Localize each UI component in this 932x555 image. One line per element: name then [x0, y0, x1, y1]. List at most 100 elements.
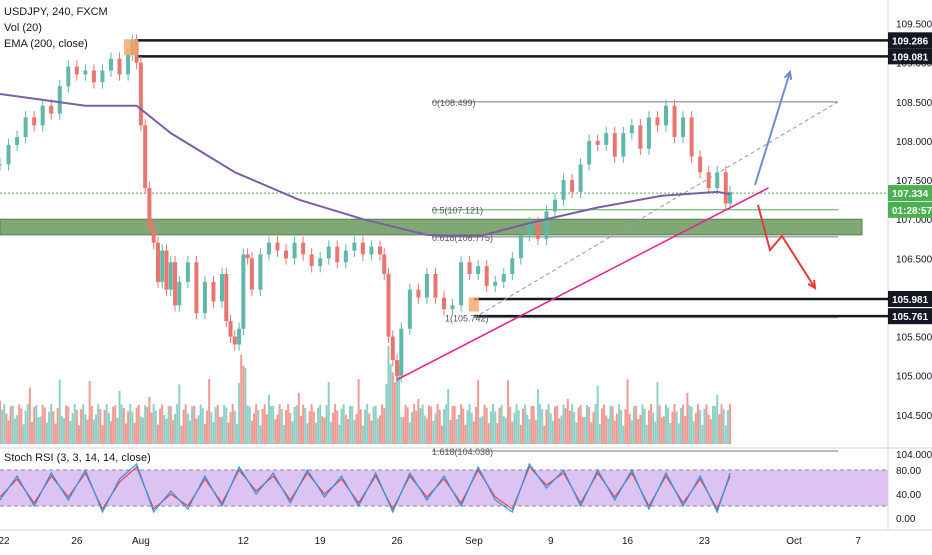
price-tag-label: 01:28:57 [892, 206, 932, 217]
volume-bar [84, 414, 87, 444]
volume-bar [402, 416, 405, 444]
volume-bar [428, 405, 431, 444]
volume-bar [287, 404, 290, 444]
volume-bar [603, 404, 606, 444]
volume-bar [415, 410, 418, 444]
candle-body [698, 156, 703, 173]
volume-bar [470, 412, 473, 444]
volume-bar [577, 407, 580, 444]
volume-bar [419, 408, 422, 444]
candle-body [604, 133, 609, 145]
candle-body [570, 180, 575, 192]
candle-body [360, 242, 365, 255]
volume-bar [432, 420, 435, 444]
volume-bar [216, 405, 219, 444]
volume-bar [718, 414, 721, 444]
volume-bar [724, 425, 727, 444]
volume-bar [513, 412, 516, 444]
volume-bar [521, 408, 524, 444]
volume-bar [714, 406, 717, 444]
volume-bar [477, 380, 480, 444]
volume-bar [440, 425, 443, 444]
volume-bar [263, 404, 266, 444]
candle-body [672, 105, 677, 138]
candle-body [232, 336, 237, 345]
volume-bar [95, 414, 98, 444]
fib-level-label: 0.5(107.121) [432, 206, 483, 216]
volume-bar [349, 405, 352, 444]
volume-bar [423, 415, 426, 444]
volume-bar [201, 408, 204, 444]
volume-bar [327, 381, 330, 444]
volume-bar [135, 407, 138, 444]
volume-bar [536, 389, 539, 444]
volume-bar [391, 372, 394, 444]
price-tag-label: 105.761 [892, 312, 929, 323]
volume-bar [58, 379, 61, 444]
volume-bar [396, 367, 399, 444]
candle-body [728, 191, 733, 204]
volume-bar [381, 404, 384, 444]
volume-bar [118, 390, 121, 444]
volume-bar [332, 412, 334, 444]
volume-bar [699, 410, 702, 444]
candle-body [595, 140, 600, 145]
volume-bar [697, 404, 700, 444]
volume-bar [682, 404, 685, 444]
time-tick-label: Aug [132, 536, 150, 547]
volume-bar [274, 419, 277, 444]
volume-bar [511, 421, 514, 444]
volume-bar [609, 405, 612, 444]
volume-bar [632, 406, 635, 444]
volume-bar [460, 404, 463, 444]
volume-bar [652, 412, 655, 444]
volume-bar [707, 414, 710, 444]
volume-bar [481, 416, 484, 444]
ema-legend: EMA (200, close) [4, 38, 88, 50]
fib-level-label: 1(105.742) [445, 314, 489, 324]
candle-body [655, 117, 660, 126]
volume-bar [374, 405, 377, 444]
price-tag [888, 185, 932, 202]
candle-body [40, 105, 45, 126]
volume-bar [90, 405, 93, 444]
candle-body [527, 223, 532, 235]
price-tag-label: 107.334 [892, 189, 929, 200]
volume-bar [351, 406, 354, 444]
candle-body [544, 211, 549, 239]
volume-bar [694, 412, 697, 444]
volume-bar [199, 404, 202, 444]
candle-body [629, 125, 634, 134]
candle-body [459, 262, 464, 306]
volume-bar [445, 404, 448, 444]
volume-bar [5, 413, 8, 444]
volume-bar [688, 405, 691, 444]
candle-body [689, 117, 694, 157]
price-tick-label: 108.500 [896, 98, 932, 109]
high-marker-box [124, 39, 139, 56]
volume-bar [709, 419, 712, 444]
volume-bar [88, 380, 91, 444]
volume-bar [270, 406, 273, 444]
volume-bar [188, 420, 191, 444]
volume-bar [39, 416, 42, 444]
volume-bar [71, 413, 74, 444]
volume-bar [571, 404, 574, 444]
volume-bar [492, 404, 495, 444]
volume-bar [556, 405, 559, 444]
volume-bar [355, 413, 358, 444]
volume-bar [590, 422, 593, 444]
candle-body [535, 223, 540, 239]
volume-bar [178, 384, 181, 444]
volume-bar [146, 407, 149, 444]
volume-bar [7, 420, 10, 444]
candle-body [377, 246, 382, 255]
volume-bar [193, 405, 196, 444]
time-tick-label: 16 [622, 536, 634, 547]
volume-legend: Vol (20) [4, 22, 42, 34]
volume-bar [671, 411, 674, 444]
volume-bar [212, 422, 215, 444]
volume-bar [344, 414, 347, 444]
